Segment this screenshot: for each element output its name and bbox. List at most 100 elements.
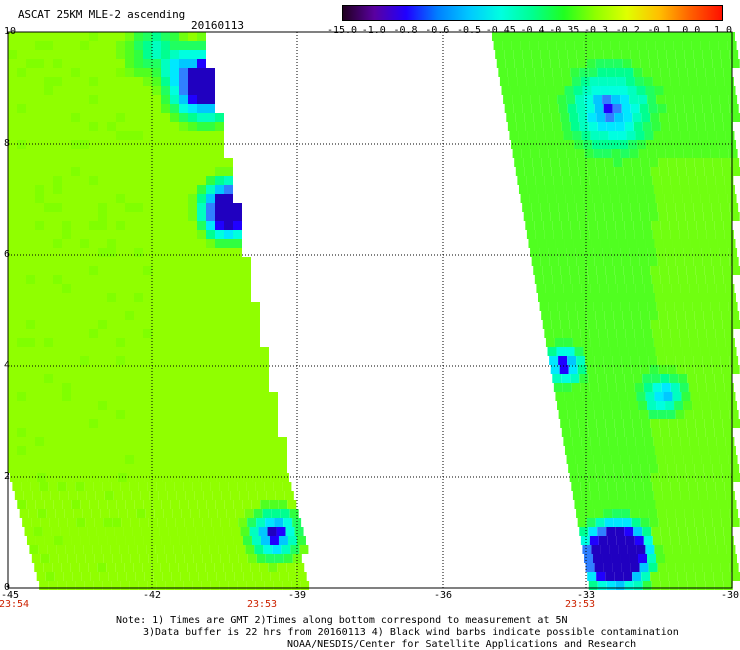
swath-cell (593, 248, 603, 257)
swath-cell (549, 50, 559, 59)
swath-cell (672, 86, 682, 95)
swath-cell (152, 167, 161, 176)
swath-cell (224, 347, 233, 356)
swath-cell (206, 167, 215, 176)
swath-cell (725, 437, 735, 446)
swath-cell (651, 68, 661, 77)
colorbar-label: -0.6 (425, 25, 450, 36)
swath-cell (718, 293, 728, 302)
swath-cell (575, 455, 585, 464)
swath-cell (713, 473, 723, 482)
swath-cell (35, 446, 44, 455)
swath-cell (116, 185, 125, 194)
swath-cell (71, 230, 80, 239)
swath-cell (161, 374, 170, 383)
swath-cell (71, 284, 80, 293)
swath-cell (128, 545, 138, 554)
swath-cell (17, 500, 27, 509)
swath-cell (629, 554, 639, 563)
swath-cell (540, 203, 550, 212)
swath-cell (98, 356, 107, 365)
swath-cell (116, 203, 125, 212)
swath-cell (684, 257, 694, 266)
swath-cell (714, 68, 724, 77)
swath-cell (729, 509, 739, 518)
swath-cell (642, 275, 652, 284)
swath-cell (224, 419, 233, 428)
swath-cell (102, 482, 112, 491)
swath-cell (728, 149, 738, 158)
swath-cell (596, 266, 606, 275)
swath-cell (723, 527, 733, 536)
swath-cell (89, 212, 98, 221)
swath-cell (98, 266, 107, 275)
swath-cell (98, 212, 107, 221)
swath-cell (35, 257, 44, 266)
swath-cell (233, 365, 242, 374)
swath-cell (62, 41, 71, 50)
swath-cell (143, 455, 152, 464)
swath-cell (507, 68, 517, 77)
swath-cell (17, 311, 26, 320)
swath-cell (555, 32, 564, 41)
swath-cell (143, 68, 152, 77)
swath-cell (178, 563, 188, 572)
swath-cell (233, 293, 242, 302)
swath-cell (620, 149, 630, 158)
swath-cell (62, 302, 71, 311)
swath-cell (80, 500, 90, 509)
swath-cell (629, 455, 639, 464)
swath-cell (260, 374, 269, 383)
swath-cell (269, 401, 278, 410)
swath-cell (537, 239, 547, 248)
swath-cell (665, 455, 675, 464)
swath-cell (98, 536, 108, 545)
swath-cell (687, 374, 697, 383)
swath-cell (171, 572, 181, 581)
swath-cell (590, 437, 600, 446)
swath-cell (53, 392, 62, 401)
swath-cell (688, 77, 698, 86)
swath-cell (8, 374, 17, 383)
swath-cell (679, 77, 689, 86)
swath-cell (71, 500, 81, 509)
swath-cell (612, 104, 622, 113)
swath-cell (550, 158, 560, 167)
swath-cell (657, 410, 667, 419)
swath-cell (215, 230, 224, 239)
swath-cell (80, 230, 89, 239)
swath-cell (626, 437, 636, 446)
swath-cell (299, 545, 309, 554)
swath-cell (71, 275, 80, 284)
swath-cell (116, 212, 125, 221)
swath-cell (622, 464, 632, 473)
swath-cell (632, 473, 642, 482)
swath-cell (161, 437, 170, 446)
swath-cell (116, 131, 125, 140)
swath-cell (268, 563, 278, 572)
swath-cell (170, 203, 179, 212)
swath-cell (686, 572, 696, 581)
swath-cell (215, 410, 224, 419)
swath-cell (624, 275, 634, 284)
swath-cell (137, 545, 147, 554)
swath-cell (80, 131, 89, 140)
swath-cell (17, 266, 26, 275)
swath-cell (118, 509, 128, 518)
swath-cell (188, 77, 197, 86)
swath-cell (53, 59, 62, 68)
swath-cell (616, 176, 626, 185)
swath-cell (674, 455, 684, 464)
swath-cell (99, 572, 109, 581)
swath-cell (197, 374, 206, 383)
swath-cell (584, 455, 594, 464)
swath-cell (161, 158, 170, 167)
swath-cell (80, 266, 89, 275)
swath-cell (626, 185, 636, 194)
swath-cell (188, 275, 197, 284)
swath-cell (143, 140, 152, 149)
swath-cell (510, 86, 520, 95)
swath-cell (179, 212, 188, 221)
swath-cell (134, 95, 143, 104)
swath-cell (632, 113, 642, 122)
